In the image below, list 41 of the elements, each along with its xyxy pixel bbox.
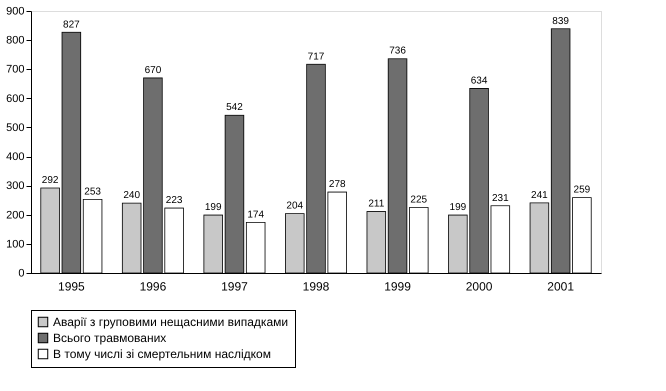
data-label: 736 — [389, 46, 406, 57]
data-label: 204 — [286, 200, 304, 212]
data-label: 839 — [552, 16, 570, 27]
data-label: 223 — [166, 195, 183, 206]
data-label: 827 — [63, 19, 80, 30]
data-label: 241 — [531, 190, 548, 201]
y-tick-label: 900 — [6, 6, 24, 18]
y-tick-label: 600 — [6, 92, 24, 105]
x-tick-label: 1995 — [58, 280, 86, 294]
data-label: 292 — [42, 174, 59, 186]
legend-label: Всього травмованих — [53, 331, 166, 345]
data-label: 225 — [410, 194, 428, 206]
y-tick-label: 400 — [6, 151, 24, 164]
y-tick-label: 300 — [6, 180, 24, 192]
data-label: 278 — [328, 179, 346, 190]
y-tick-label: 0 — [18, 268, 24, 280]
x-tick-label: 2001 — [547, 280, 574, 294]
data-label: 240 — [123, 190, 140, 202]
data-label: 253 — [84, 186, 102, 198]
data-label: 174 — [247, 209, 264, 220]
y-tick-label: 500 — [6, 122, 24, 134]
legend-label: В тому числі зі смертельним наслідком — [53, 347, 271, 361]
x-tick-label: 1997 — [221, 280, 248, 294]
x-tick-label: 1999 — [384, 280, 412, 294]
legend-label: Аварії з груповими нещасними випадками — [53, 315, 288, 329]
x-tick-label: 2000 — [466, 280, 493, 294]
data-label: 211 — [368, 198, 385, 210]
data-label: 670 — [144, 64, 162, 76]
data-label: 259 — [574, 184, 591, 196]
data-label: 542 — [226, 102, 244, 114]
x-tick-label: 1998 — [302, 280, 330, 294]
y-tick-label: 800 — [6, 34, 24, 47]
data-label: 199 — [450, 202, 467, 214]
data-label: 717 — [308, 51, 325, 62]
data-label: 634 — [470, 75, 488, 86]
x-tick-label: 1996 — [140, 280, 167, 294]
y-tick-label: 700 — [6, 64, 24, 76]
data-label: 199 — [204, 202, 222, 214]
data-label: 231 — [492, 192, 510, 204]
y-tick-label: 200 — [6, 209, 24, 222]
y-tick-label: 100 — [6, 238, 24, 250]
